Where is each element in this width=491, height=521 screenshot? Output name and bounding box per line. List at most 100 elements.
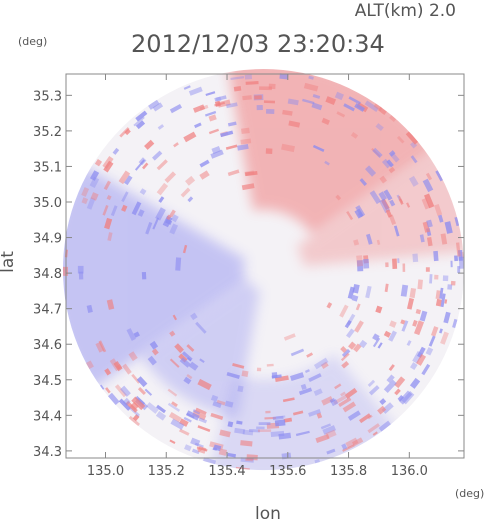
speckle-cell <box>233 85 242 92</box>
axis-ticks: 135.0 135.2 135.4 135.6 135.8 136.0 34.3 34.4 34… <box>33 74 464 479</box>
speckle-cell <box>212 401 222 408</box>
speckle-cell <box>408 175 419 187</box>
speckle-cell <box>195 321 207 334</box>
speckle-cell <box>300 383 307 390</box>
speckle-cell <box>379 398 387 406</box>
speckle-cell <box>425 347 434 356</box>
speckle-cell <box>199 358 205 364</box>
speckle-cell <box>421 363 431 376</box>
speckle-cell <box>137 209 145 217</box>
speckle-cell <box>383 189 393 201</box>
speckle-cell <box>126 328 136 341</box>
speckle-cell <box>133 116 145 127</box>
speckle-cell <box>242 429 254 436</box>
speckle-cell <box>320 423 332 430</box>
speckle-cell <box>197 425 211 433</box>
speckle-cell <box>184 444 192 452</box>
speckle-cell <box>211 145 221 155</box>
speckle-cell <box>362 258 370 269</box>
x-tick-label: 135.8 <box>330 464 367 479</box>
speckle-cell <box>354 208 364 219</box>
speckle-cell <box>450 280 456 286</box>
speckle-cell <box>409 287 417 299</box>
speckle-cell <box>265 148 273 154</box>
speckle-cell <box>171 214 179 223</box>
speckle-cell <box>128 351 138 362</box>
speckle-cell <box>179 418 189 427</box>
speckle-cell <box>410 362 418 371</box>
speckle-cell <box>372 147 383 159</box>
speckle-cell <box>426 236 433 247</box>
speckle-cell <box>240 138 252 145</box>
speckle-cell <box>174 343 184 354</box>
speckle-cell <box>152 217 160 230</box>
speckle-cell <box>156 404 166 414</box>
speckle-cell <box>152 150 163 161</box>
speckle-cell <box>218 448 228 456</box>
speckle-cell <box>257 429 272 432</box>
speckle-cell <box>344 319 352 329</box>
speckle-cell <box>190 312 198 321</box>
speckle-cell <box>430 326 439 337</box>
speckle-cell <box>156 159 168 171</box>
speckle-cell <box>106 195 112 201</box>
speckle-cell <box>152 102 164 112</box>
speckle-cell <box>116 363 123 370</box>
speckle-cell <box>356 260 364 272</box>
x-tick-label: 135.2 <box>148 464 185 479</box>
speckle-cell <box>384 283 389 293</box>
speckle-cell <box>185 410 200 421</box>
speckle-cell <box>227 421 234 428</box>
speckle-cell <box>169 330 176 337</box>
speckle-cell <box>396 135 405 144</box>
speckle-cell <box>149 340 159 350</box>
speckle-cell <box>244 74 253 80</box>
speckle-cell <box>86 304 93 313</box>
speckle-cell <box>237 385 244 393</box>
altitude-label: ALT(km) 2.0 <box>355 1 456 21</box>
speckle-cell <box>217 99 231 108</box>
speckle-cell <box>350 132 359 139</box>
speckle-cell <box>354 103 365 112</box>
speckle-cell <box>103 180 111 191</box>
speckle-cell <box>265 410 271 414</box>
speckle-cell <box>358 339 368 349</box>
speckle-cell <box>389 320 397 328</box>
speckle-cell <box>279 73 289 80</box>
speckle-cell <box>398 198 404 205</box>
speckle-cell <box>400 284 409 297</box>
speckle-cell <box>135 120 146 130</box>
speckle-cell <box>208 128 220 135</box>
speckle-cell <box>346 328 355 339</box>
speckle-cell <box>353 239 360 246</box>
speckle-cell <box>343 103 355 112</box>
speckle-cell <box>340 346 348 353</box>
speckle-cell <box>422 221 431 233</box>
speckle-cell <box>326 448 336 455</box>
speckle-cell <box>254 95 262 100</box>
speckle-cell <box>124 175 133 186</box>
speckle-cell <box>444 299 448 304</box>
speckle-cell <box>316 412 323 419</box>
speckle-cell <box>400 319 406 325</box>
speckle-cell <box>429 274 433 284</box>
speckle-cell <box>324 160 330 166</box>
speckle-cell <box>386 159 394 168</box>
speckle-cell <box>336 111 346 118</box>
speckle-cell <box>292 410 304 416</box>
speckle-cell <box>148 99 160 110</box>
speckle-cell <box>415 308 422 315</box>
speckle-cell <box>359 413 372 424</box>
speckle-cell <box>348 341 357 350</box>
speckle-cell <box>425 267 430 272</box>
speckle-cell <box>383 379 397 394</box>
speckle-cell <box>422 178 434 193</box>
speckle-cell <box>202 457 217 466</box>
speckle-cell <box>348 96 361 105</box>
speckle-cell <box>378 420 391 432</box>
speckle-cell <box>330 399 339 407</box>
speckle-cell <box>364 100 379 113</box>
speckle-cell <box>180 187 191 198</box>
speckle-cell <box>366 233 373 245</box>
speckle-cell <box>186 373 193 380</box>
